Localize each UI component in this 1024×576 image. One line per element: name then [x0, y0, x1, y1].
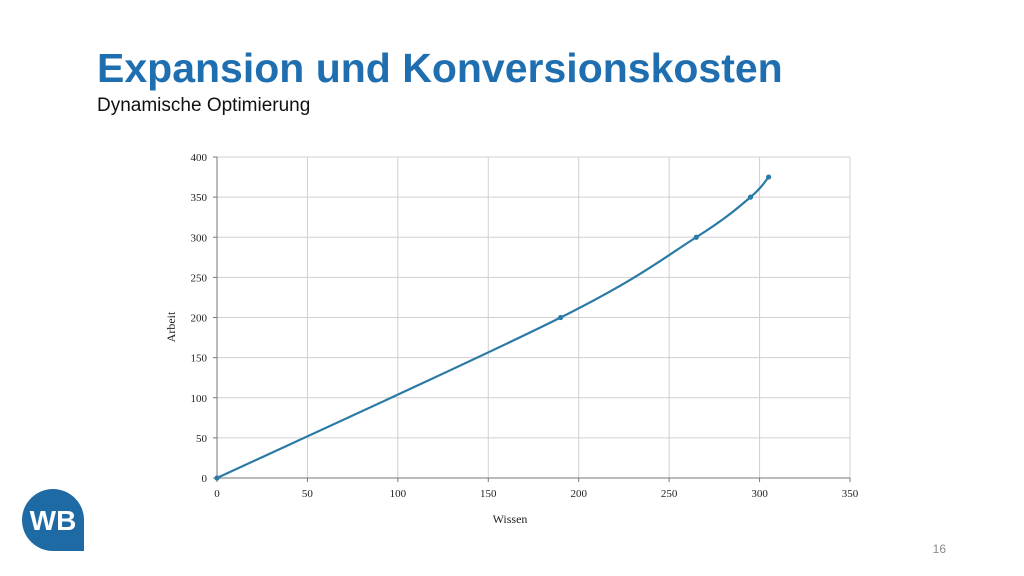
y-tick-label: 200	[191, 313, 208, 325]
y-tick-label: 350	[191, 192, 208, 204]
data-point	[214, 475, 220, 481]
y-tick-label: 0	[202, 473, 208, 485]
data-point	[693, 234, 699, 240]
y-tick-label: 400	[191, 152, 208, 164]
chart-grid	[216, 156, 851, 479]
y-tick-label: 50	[196, 433, 208, 445]
x-tick-label: 300	[751, 488, 768, 500]
y-tick-label: 100	[191, 393, 208, 405]
data-point	[558, 314, 564, 321]
data-point	[766, 174, 772, 180]
x-tick-label: 50	[302, 488, 314, 500]
y-axis-title: Arbeit	[164, 311, 178, 342]
x-tick-label: 200	[570, 488, 587, 500]
x-axis-title: Wissen	[493, 512, 528, 526]
y-tick-label: 150	[191, 353, 208, 365]
x-tick-label: 250	[661, 488, 678, 500]
x-tick-label: 150	[480, 488, 497, 500]
data-point	[747, 194, 754, 200]
x-tick-label: 100	[390, 488, 407, 500]
company-logo: WB	[22, 489, 84, 551]
y-tick-label: 300	[191, 232, 208, 244]
chart-ticks: 0 50 100 150 200 250 300 350 0 50 100 150 200 250 300 3…	[191, 152, 859, 500]
slide-title: Expansion und Konversionskosten	[97, 45, 783, 91]
slide-subtitle: Dynamische Optimierung	[97, 95, 311, 116]
x-tick-label: 0	[214, 488, 220, 500]
chart-series	[214, 174, 772, 481]
page-number: 16	[932, 542, 946, 556]
y-tick-label: 250	[191, 272, 208, 284]
x-tick-label: 350	[842, 488, 859, 500]
series-line	[216, 176, 770, 479]
logo-lettering: WB	[30, 505, 77, 536]
